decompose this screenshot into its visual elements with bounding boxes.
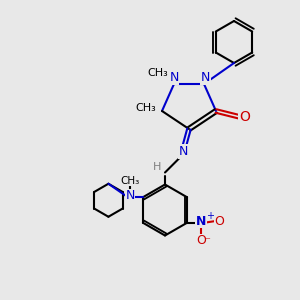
Text: N: N bbox=[196, 215, 206, 228]
Text: CH₃: CH₃ bbox=[135, 103, 156, 113]
Text: N: N bbox=[125, 189, 135, 202]
Text: +: + bbox=[206, 211, 214, 221]
Text: N: N bbox=[201, 71, 210, 84]
Text: CH₃: CH₃ bbox=[120, 176, 140, 186]
Text: N: N bbox=[179, 145, 188, 158]
Text: N: N bbox=[169, 71, 179, 84]
Text: CH₃: CH₃ bbox=[147, 68, 168, 79]
Text: O: O bbox=[196, 234, 206, 247]
Text: O: O bbox=[239, 110, 250, 124]
Text: H: H bbox=[153, 161, 162, 172]
Text: ⁻: ⁻ bbox=[204, 236, 210, 246]
Text: O: O bbox=[214, 215, 224, 228]
